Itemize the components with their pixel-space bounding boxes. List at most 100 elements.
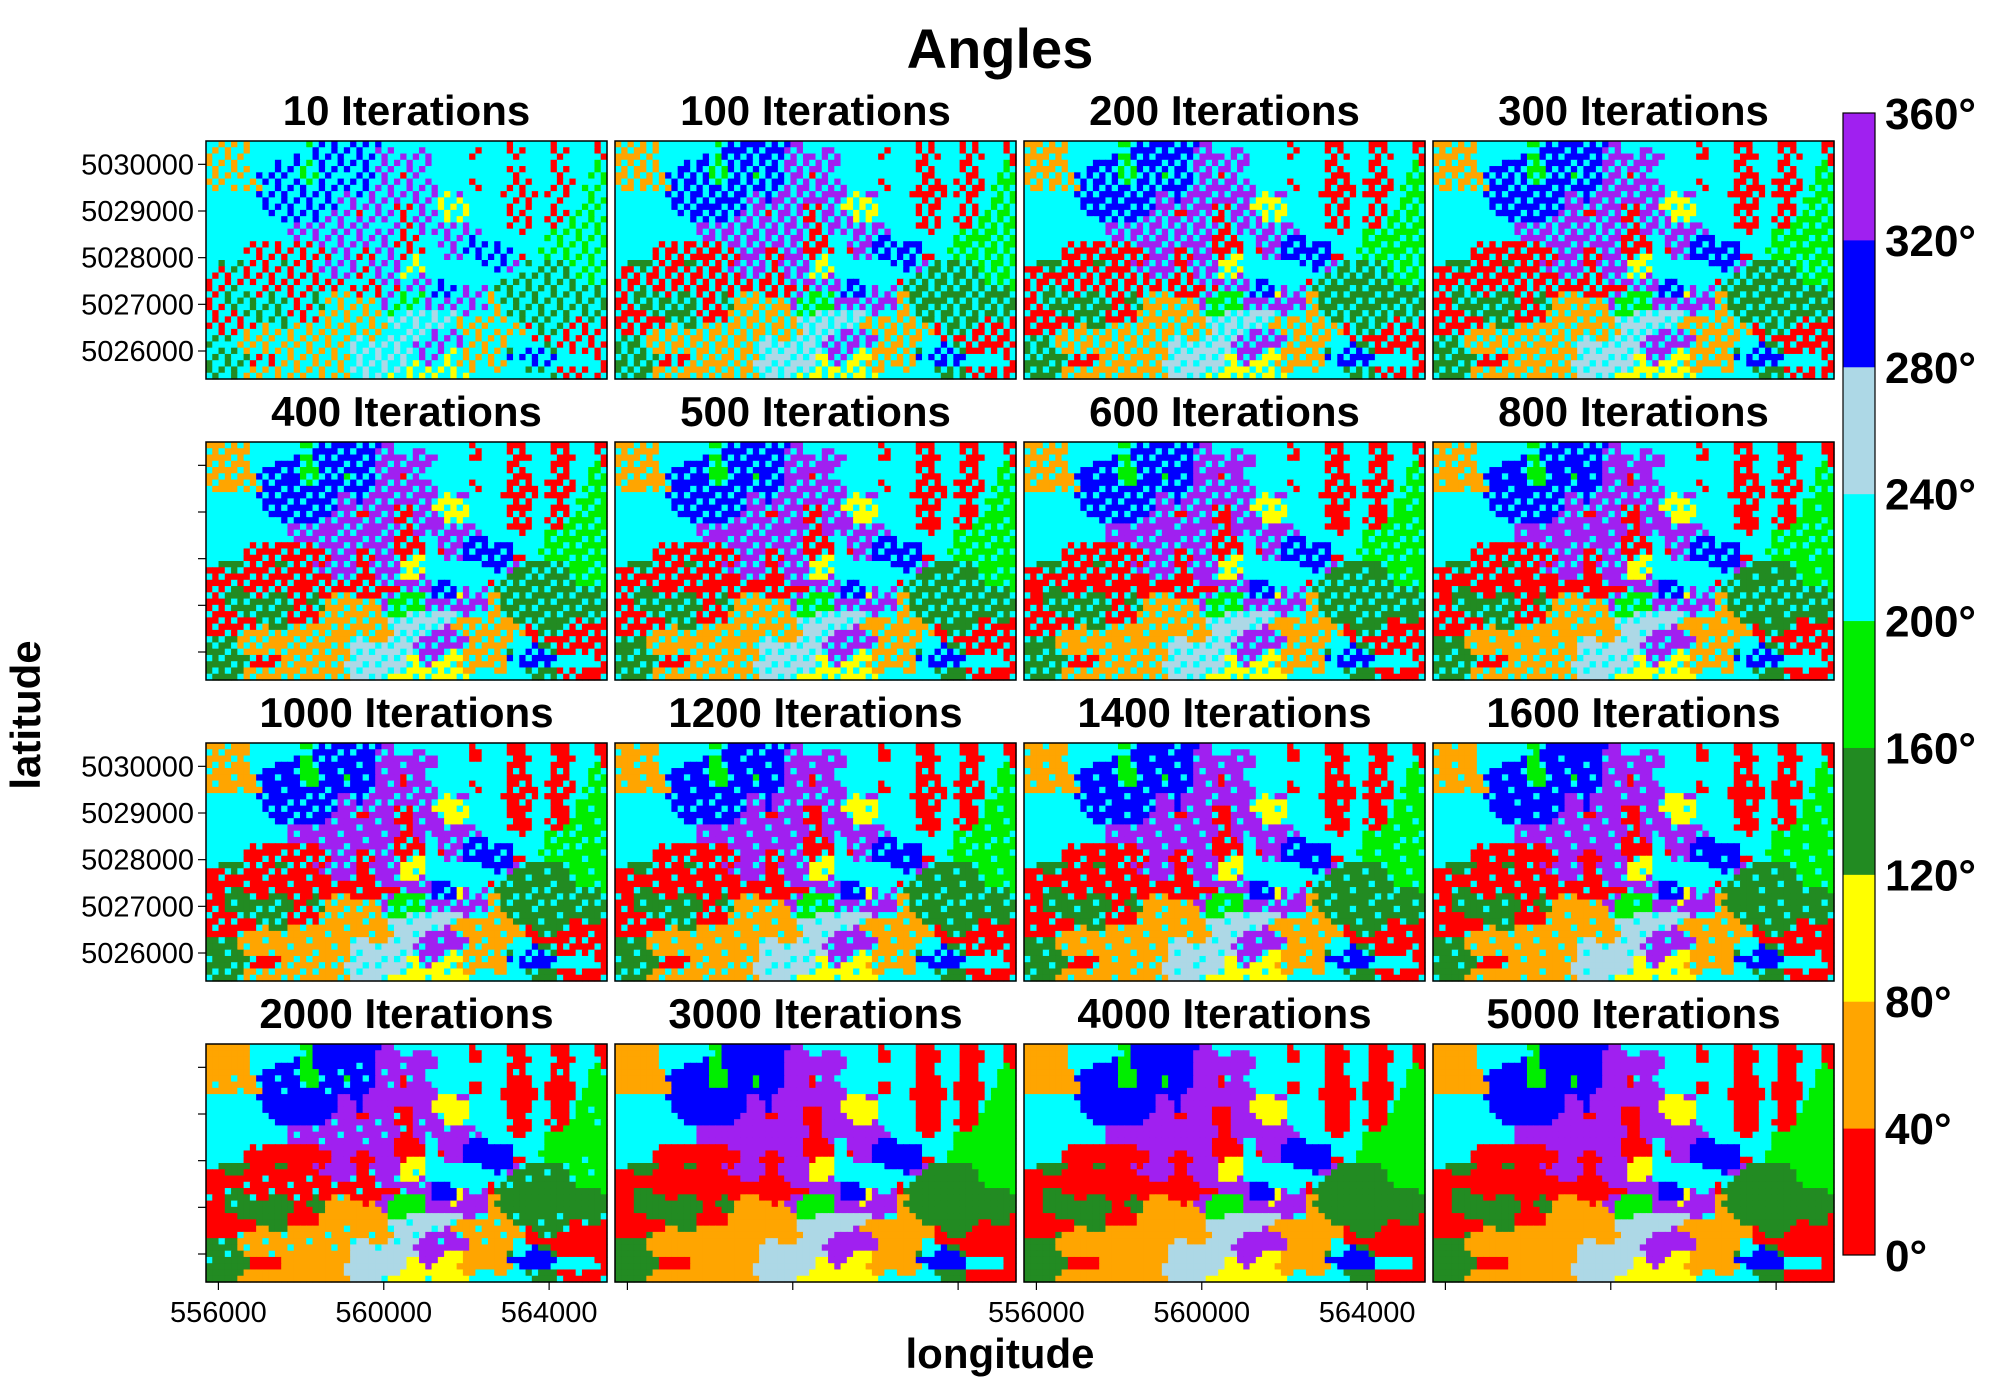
heatmap-cell [684,229,691,236]
heatmap-cell [709,247,716,254]
heatmap-cell [482,310,489,317]
heatmap-cell [231,185,238,192]
heatmap-cell [569,160,576,167]
heatmap-cell [419,172,426,179]
heatmap-cell [269,273,276,280]
heatmap-cell [519,323,526,330]
heatmap-cell [916,235,923,242]
heatmap-cell [219,348,226,355]
heatmap-cell [897,185,904,192]
heatmap-cell [469,210,476,217]
heatmap-cell [294,141,301,148]
heatmap-cell [494,316,501,323]
heatmap-cell [394,323,401,330]
heatmap-cell [809,247,816,254]
heatmap-cell [513,179,520,186]
heatmap-cell [646,235,653,242]
heatmap-cell [703,216,710,223]
heatmap-cell [659,191,666,198]
heatmap-cell [526,254,533,261]
heatmap-cell [419,266,426,273]
heatmap-cell [369,222,376,229]
heatmap-cell [319,360,326,367]
heatmap-cell [765,160,772,167]
heatmap-cell [828,185,835,192]
heatmap-cell [231,366,238,373]
heatmap-cell [450,323,457,330]
heatmap-cell [759,141,766,148]
heatmap-cell [325,279,332,286]
heatmap-cell [576,229,583,236]
heatmap-cell [450,216,457,223]
heatmap-cell [728,191,735,198]
heatmap-cell [500,160,507,167]
heatmap-cell [500,141,507,148]
heatmap-cell [884,229,891,236]
heatmap-cell [513,216,520,223]
heatmap-cell [628,160,635,167]
heatmap-cell [231,197,238,204]
heatmap-cell [960,141,967,148]
heatmap-cell [909,160,916,167]
heatmap-cell [646,147,653,154]
heatmap-cell [696,166,703,173]
heatmap-cell [797,266,804,273]
heatmap-cell [300,310,307,317]
heatmap-cell [256,316,263,323]
heatmap-cell [350,216,357,223]
heatmap-cell [438,204,445,211]
heatmap-cell [678,154,685,161]
heatmap-cell [544,291,551,298]
heatmap-cell [519,291,526,298]
heatmap-cell [363,191,370,198]
heatmap-cell [665,179,672,186]
heatmap-cell [219,154,226,161]
heatmap-cell [816,141,823,148]
heatmap-cell [747,197,754,204]
heatmap-cell [753,254,760,261]
heatmap-cell [244,310,251,317]
heatmap-cell [519,360,526,367]
heatmap-cell [582,204,589,211]
heatmap-cell [381,310,388,317]
heatmap-cell [475,185,482,192]
heatmap-cell [991,154,998,161]
heatmap-cell [250,254,257,261]
heatmap-cell [482,235,489,242]
heatmap-cell [765,229,772,236]
heatmap-cell [425,179,432,186]
heatmap-cell [916,147,923,154]
heatmap-cell [753,216,760,223]
heatmap-cell [557,310,564,317]
heatmap-cell [690,147,697,154]
heatmap-cell [797,185,804,192]
heatmap-cell [922,166,929,173]
heatmap-cell [759,185,766,192]
heatmap-cell [262,191,269,198]
heatmap-cell [507,354,514,361]
heatmap-cell [219,310,226,317]
heatmap-cell [300,335,307,342]
heatmap-cell [475,179,482,186]
heatmap-cell [469,222,476,229]
heatmap-cell [394,197,401,204]
heatmap-cell [532,266,539,273]
heatmap-cell [457,154,464,161]
heatmap-cell [275,285,282,292]
heatmap-cell [237,298,244,305]
heatmap-cell [369,154,376,161]
heatmap-cell [212,179,219,186]
heatmap-cell [269,229,276,236]
heatmap-cell [909,241,916,248]
heatmap-cell [538,348,545,355]
heatmap-cell [646,229,653,236]
heatmap-cell [734,191,741,198]
heatmap-cell [703,254,710,261]
heatmap-cell [790,160,797,167]
heatmap-cell [325,316,332,323]
heatmap-cell [475,154,482,161]
heatmap-cell [916,154,923,161]
heatmap-cell [381,260,388,267]
heatmap-cell [847,141,854,148]
heatmap-cell [588,241,595,248]
